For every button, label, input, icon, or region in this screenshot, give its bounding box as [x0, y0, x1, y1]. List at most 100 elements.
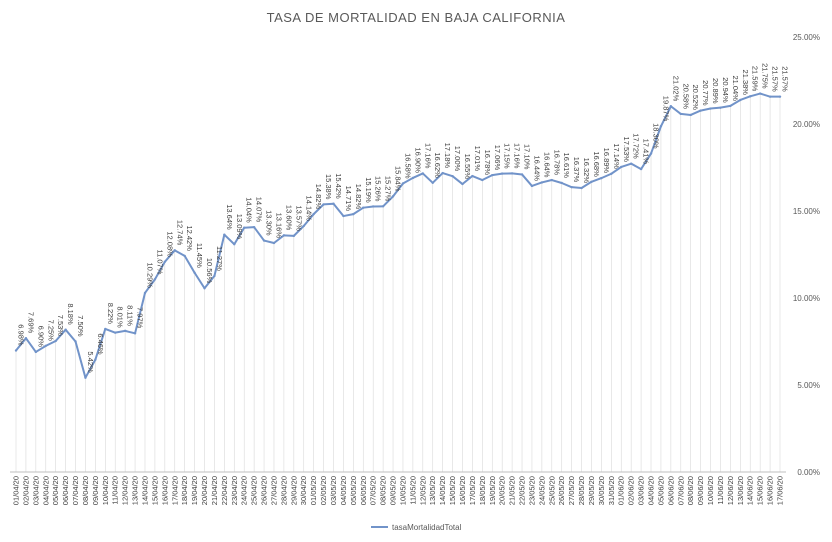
- x-tick-label: 12/04/20: [121, 476, 130, 505]
- data-label: 17.10%: [523, 144, 532, 170]
- data-point: [282, 234, 286, 237]
- x-tick-label: 16/05/20: [458, 476, 467, 505]
- data-label: 8.11%: [126, 305, 135, 326]
- x-tick-label: 23/04/20: [230, 476, 239, 505]
- data-label: 16.61%: [562, 153, 571, 179]
- data-label: 5.42%: [86, 351, 95, 373]
- data-point: [14, 349, 18, 352]
- x-tick-label: 02/04/20: [21, 476, 30, 505]
- data-label: 10.29%: [145, 263, 154, 289]
- data-label: 17.16%: [513, 143, 522, 169]
- data-label: 13.09%: [235, 214, 244, 240]
- x-tick-label: 29/04/20: [289, 476, 298, 505]
- data-point: [94, 358, 97, 361]
- data-point: [322, 203, 325, 206]
- x-tick-label: 25/05/20: [547, 476, 556, 505]
- data-label: 7.69%: [26, 312, 35, 334]
- chart-title: TASA DE MORTALIDAD EN BAJA CALIFORNIA: [266, 10, 566, 25]
- data-label: 16.62%: [433, 152, 442, 178]
- x-tick-label: 22/05/20: [518, 476, 527, 505]
- x-tick-label: 11/06/20: [716, 476, 725, 505]
- y-tick-label: 10.00%: [793, 294, 820, 303]
- x-tick-label: 22/04/20: [220, 476, 229, 505]
- x-tick-label: 06/05/20: [359, 476, 368, 505]
- data-point: [629, 162, 633, 165]
- data-point: [133, 332, 137, 335]
- x-tick-label: 04/06/20: [647, 476, 656, 505]
- x-tick-label: 17/04/20: [170, 476, 179, 505]
- data-label: 20.58%: [681, 83, 690, 109]
- x-tick-label: 26/05/20: [557, 476, 566, 505]
- x-tick-label: 13/04/20: [131, 476, 140, 505]
- data-point: [223, 233, 226, 236]
- y-tick-label: 20.00%: [793, 120, 820, 129]
- data-label: 17.15%: [503, 143, 512, 169]
- x-tick-label: 17/06/20: [776, 476, 785, 505]
- x-tick-label: 03/05/20: [329, 476, 338, 505]
- data-label: 14.82%: [314, 184, 323, 210]
- x-tick-label: 24/04/20: [240, 476, 249, 505]
- data-label: 16.37%: [572, 157, 581, 183]
- data-label: 16.44%: [532, 156, 541, 182]
- x-tick-label: 06/04/20: [61, 476, 70, 505]
- data-label: 17.41%: [642, 139, 651, 165]
- x-tick-label: 19/05/20: [488, 476, 497, 505]
- data-label: 14.82%: [354, 184, 363, 210]
- x-tick-label: 31/05/20: [607, 476, 616, 505]
- data-label: 17.18%: [443, 143, 452, 169]
- data-point: [560, 181, 563, 185]
- data-point: [401, 182, 405, 185]
- data-label: 15.27%: [384, 176, 393, 202]
- x-tick-label: 16/06/20: [766, 476, 775, 505]
- data-point: [659, 125, 663, 128]
- data-point: [570, 185, 573, 189]
- data-point: [243, 226, 246, 229]
- data-point: [233, 243, 236, 246]
- data-point: [500, 172, 504, 175]
- data-label: 7.25%: [46, 320, 55, 342]
- data-label: 16.32%: [582, 158, 591, 184]
- data-label: 21.02%: [671, 76, 680, 102]
- data-label: 16.68%: [592, 151, 601, 177]
- data-label: 13.16%: [274, 213, 283, 239]
- data-point: [580, 186, 583, 190]
- x-tick-label: 09/05/20: [389, 476, 398, 505]
- data-point: [352, 212, 355, 216]
- x-tick-label: 14/06/20: [746, 476, 755, 505]
- data-point: [173, 249, 176, 252]
- data-label: 11.45%: [195, 243, 204, 268]
- data-label: 14.71%: [344, 186, 353, 212]
- data-label: 21.57%: [781, 66, 790, 92]
- x-tick-label: 15/05/20: [448, 476, 457, 505]
- data-label: 21.75%: [761, 63, 770, 89]
- data-point: [610, 172, 613, 175]
- x-tick-label: 13/06/20: [736, 476, 745, 505]
- data-label: 8.01%: [116, 306, 125, 328]
- x-tick-label: 19/04/20: [190, 476, 199, 505]
- data-label: 13.64%: [225, 204, 234, 230]
- series-line: [15, 92, 780, 379]
- data-point: [123, 329, 127, 333]
- x-tick-label: 01/06/20: [617, 476, 626, 505]
- data-point: [421, 172, 425, 175]
- data-label: 12.08%: [165, 231, 174, 257]
- x-tick-label: 30/05/20: [597, 476, 606, 505]
- data-label: 7.53%: [56, 315, 65, 337]
- data-label: 8.22%: [106, 303, 115, 325]
- data-point: [510, 172, 514, 175]
- data-label: 20.89%: [711, 78, 720, 104]
- x-tick-label: 25/04/20: [250, 476, 259, 505]
- data-label: 17.14%: [612, 143, 621, 169]
- data-label: 16.58%: [403, 153, 412, 179]
- x-tick-label: 16/04/20: [160, 476, 169, 505]
- data-point: [739, 98, 742, 102]
- data-label: 17.72%: [632, 133, 641, 159]
- data-point: [461, 182, 464, 186]
- x-tick-label: 09/06/20: [696, 476, 705, 505]
- data-label: 12.74%: [175, 220, 184, 246]
- data-point: [471, 174, 474, 178]
- x-tick-label: 27/05/20: [567, 476, 576, 505]
- x-tick-label: 20/04/20: [200, 476, 209, 505]
- x-tick-label: 13/05/20: [428, 476, 437, 505]
